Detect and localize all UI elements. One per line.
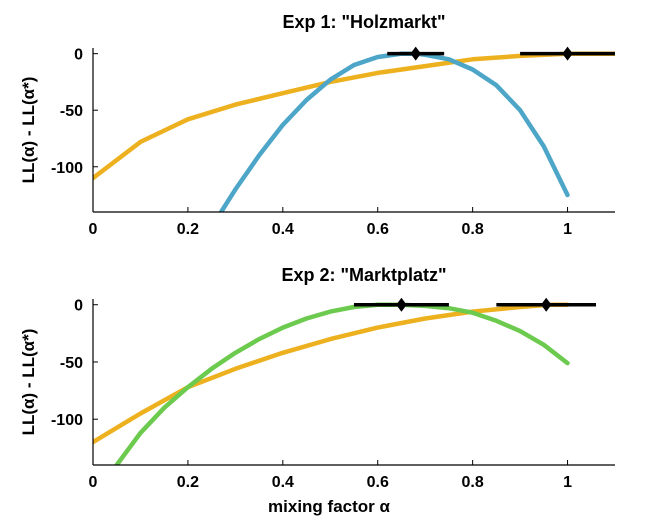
y-tick-label: -50 xyxy=(60,355,83,372)
x-axis-label: mixing factor α xyxy=(268,497,390,516)
chart-title: Exp 1: "Holzmarkt" xyxy=(282,12,445,32)
series-line-1 xyxy=(93,51,615,181)
y-tick-label: -100 xyxy=(51,412,83,429)
x-tick-label: 0.8 xyxy=(462,474,484,491)
y-axis-label: LL(α) - LL(α*) xyxy=(19,77,38,184)
series-line-1 xyxy=(93,302,570,445)
x-tick-label: 0.6 xyxy=(367,474,389,491)
y-tick-label: 0 xyxy=(74,47,83,64)
y-tick-label: 0 xyxy=(74,298,83,315)
x-tick-label: 1 xyxy=(563,474,572,491)
chart-panel-2: Exp 2: "Marktplatz" 0 0.2 0.4 0.6 0.8 1 0 -50 -10… xyxy=(19,265,615,516)
series-group xyxy=(93,51,615,212)
series-line-2 xyxy=(218,51,570,212)
chart-panel-1: Exp 1: "Holzmarkt" 0 0.2 0.4 0.6 0.8 1 0 -50 -100… xyxy=(19,12,615,238)
estimate-marker-2 xyxy=(562,46,573,61)
x-tick-label: 0.8 xyxy=(462,221,484,238)
estimate-marker-1 xyxy=(396,297,407,312)
x-tick-label: 0.2 xyxy=(177,221,199,238)
x-tick-label: 0 xyxy=(89,474,98,491)
series-group xyxy=(93,302,570,465)
y-tick-label: -100 xyxy=(51,160,83,177)
x-tick-label: 0.4 xyxy=(272,221,294,238)
chart-title: Exp 2: "Marktplatz" xyxy=(281,265,446,285)
x-tick-label: 0.4 xyxy=(272,474,294,491)
estimate-marker-2 xyxy=(540,297,552,312)
x-tick-label: 0.6 xyxy=(367,221,389,238)
x-tick-label: 1 xyxy=(563,221,572,238)
estimate-marker-1 xyxy=(410,46,421,61)
series-line-2 xyxy=(114,302,570,465)
y-tick-label: -50 xyxy=(60,103,83,120)
y-axis-label: LL(α) - LL(α*) xyxy=(19,329,38,436)
x-tick-label: 0.2 xyxy=(177,474,199,491)
x-tick-label: 0 xyxy=(89,221,98,238)
